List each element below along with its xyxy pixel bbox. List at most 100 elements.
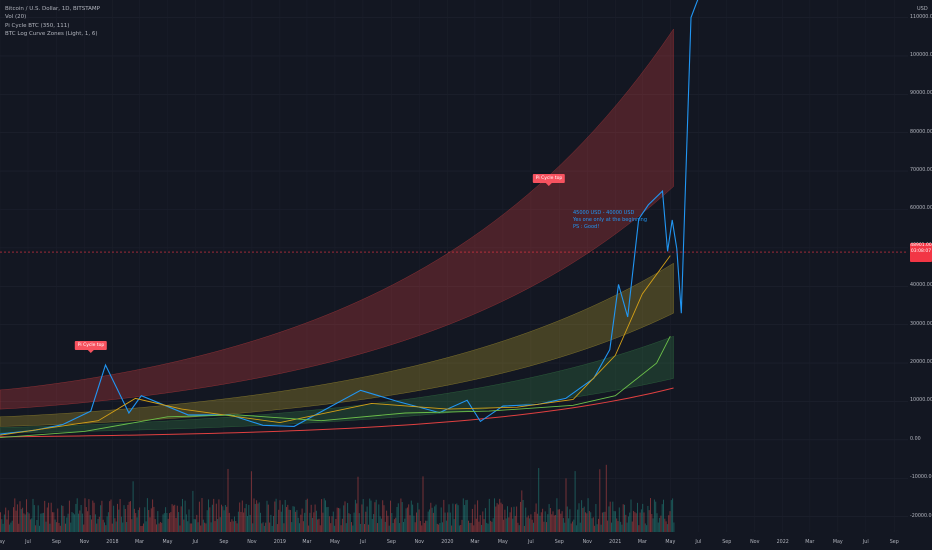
volume-bar bbox=[227, 468, 229, 532]
volume-bar bbox=[345, 523, 347, 532]
legend-volume[interactable]: Vol (20) bbox=[5, 14, 27, 21]
time-tick-label: Mar bbox=[470, 540, 480, 545]
volume-bar bbox=[639, 512, 641, 532]
volume-bar bbox=[646, 525, 648, 532]
volume-bar bbox=[351, 522, 352, 532]
volume-bar bbox=[235, 521, 237, 532]
volume-bar bbox=[406, 507, 408, 532]
volume-bar bbox=[57, 508, 59, 532]
volume-bar bbox=[380, 518, 382, 532]
volume-bar bbox=[664, 518, 666, 532]
volume-bar bbox=[462, 498, 464, 532]
volume-bar bbox=[471, 508, 473, 532]
volume-bar bbox=[590, 512, 592, 532]
price-tick-label: 20000.00 bbox=[910, 360, 932, 366]
volume-bar bbox=[559, 509, 560, 532]
volume-bar bbox=[250, 471, 252, 532]
volume-bar bbox=[187, 521, 189, 532]
volume-bar bbox=[131, 519, 133, 532]
volume-bar bbox=[154, 519, 156, 532]
time-tick-label: Nov bbox=[582, 540, 592, 545]
price-tick-label: -20000.00 bbox=[910, 513, 932, 519]
pi-cycle-top-label-2017: Pi Cycle top bbox=[74, 341, 108, 353]
volume-bar bbox=[573, 519, 575, 532]
volume-bar bbox=[591, 518, 593, 532]
volume-bar bbox=[75, 503, 77, 532]
volume-bar bbox=[200, 525, 202, 532]
legend-pi-cycle[interactable]: Pi Cycle BTC (350, 111) bbox=[5, 22, 70, 29]
volume-bar bbox=[150, 508, 152, 532]
volume-bar bbox=[673, 522, 675, 532]
time-tick-label: Jul bbox=[25, 540, 31, 545]
volume-bar bbox=[114, 518, 116, 532]
volume-bar bbox=[247, 516, 248, 532]
volume-bar bbox=[555, 514, 557, 532]
volume-bar bbox=[556, 498, 558, 532]
volume-bar bbox=[631, 521, 633, 532]
volume-bar bbox=[336, 507, 338, 532]
volume-bar bbox=[525, 507, 527, 532]
legend-log-curve[interactable]: BTC Log Curve Zones (Light, 1, 6) bbox=[5, 31, 98, 38]
volume-bar bbox=[414, 522, 416, 532]
volume-bar bbox=[163, 513, 165, 532]
volume-bar bbox=[371, 518, 373, 532]
volume-bar bbox=[564, 522, 566, 532]
volume-bar bbox=[123, 505, 125, 532]
volume-bar bbox=[117, 503, 118, 532]
volume-bar bbox=[598, 518, 599, 532]
volume-bar bbox=[5, 507, 7, 532]
price-annotation: 45000 USD - 40000 USD Yes one only at th… bbox=[573, 210, 647, 231]
volume-bar bbox=[378, 504, 380, 532]
volume-bar bbox=[319, 525, 321, 532]
volume-bar bbox=[425, 520, 427, 532]
pi-cycle-short-ma-line bbox=[0, 255, 671, 436]
volume-bar bbox=[217, 519, 219, 532]
pi-cycle-long-ma-line bbox=[0, 335, 671, 439]
volume-bar bbox=[477, 500, 479, 532]
volume-bar bbox=[49, 523, 51, 532]
volume-bar bbox=[473, 525, 475, 532]
volume-bar bbox=[2, 523, 4, 532]
volume-bar bbox=[88, 499, 90, 532]
volume-bar bbox=[145, 521, 147, 532]
volume-bar bbox=[574, 471, 576, 532]
volume-bar bbox=[452, 503, 454, 532]
current-price-value: 48901.00 bbox=[910, 243, 932, 249]
volume-bar bbox=[339, 508, 341, 532]
volume-bar bbox=[491, 521, 493, 532]
volume-bar bbox=[174, 504, 176, 532]
volume-bar bbox=[369, 498, 371, 532]
legend-symbol[interactable]: Bitcoin / U.S. Dollar, 1D, BITSTAMP bbox=[5, 6, 100, 12]
volume-bar bbox=[596, 524, 598, 532]
volume-bar bbox=[288, 509, 290, 532]
volume-bar bbox=[0, 512, 1, 532]
volume-bar bbox=[635, 513, 637, 532]
volume-bar bbox=[196, 514, 198, 532]
zone-red bbox=[0, 28, 674, 410]
time-tick-label: Mar bbox=[805, 540, 815, 545]
time-tick-label: Mar bbox=[637, 540, 647, 545]
volume-bar bbox=[538, 468, 540, 532]
volume-bar bbox=[62, 505, 64, 532]
volume-bar bbox=[392, 523, 394, 532]
volume-bar bbox=[566, 506, 568, 532]
volume-bar bbox=[331, 516, 333, 532]
volume-bar bbox=[609, 501, 611, 532]
volume-bar bbox=[529, 518, 531, 532]
volume-bar bbox=[133, 508, 135, 532]
volume-bar bbox=[608, 506, 610, 532]
volume-bar bbox=[122, 522, 124, 532]
volume-bar bbox=[660, 515, 662, 532]
volume-bar bbox=[552, 511, 554, 532]
volume-bar bbox=[237, 511, 239, 532]
volume-bar bbox=[338, 507, 339, 532]
volume-bar bbox=[481, 524, 482, 532]
volume-bar bbox=[230, 521, 232, 532]
volume-bar bbox=[41, 513, 43, 532]
volume-bar bbox=[587, 498, 589, 532]
volume-bar bbox=[600, 524, 602, 532]
volume-bar bbox=[39, 525, 40, 532]
volume-bar bbox=[29, 519, 31, 532]
